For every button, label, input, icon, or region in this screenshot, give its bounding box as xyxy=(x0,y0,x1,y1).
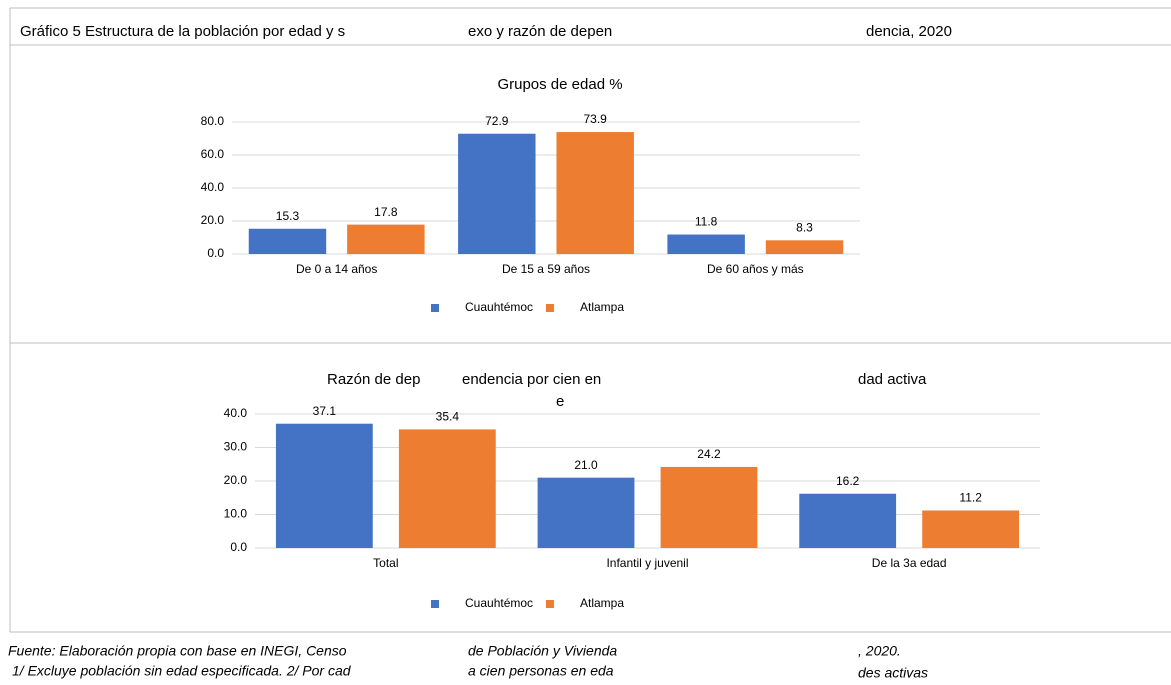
data-label: 35.4 xyxy=(436,410,460,424)
data-label: 17.8 xyxy=(374,205,398,219)
data-label: 11.8 xyxy=(695,215,718,229)
x-tick-label: Total xyxy=(373,556,398,570)
chart-title: e xyxy=(556,393,564,410)
x-tick-label: Infantil y juvenil xyxy=(606,556,688,570)
legend-label: Cuauhtémoc xyxy=(465,596,533,610)
data-label: 11.2 xyxy=(959,491,982,505)
bar xyxy=(398,429,496,548)
footnote: Fuente: Elaboración propia con base en I… xyxy=(8,643,347,659)
data-label: 37.1 xyxy=(313,404,337,418)
bar xyxy=(458,133,536,254)
y-tick-label: 20.0 xyxy=(201,213,225,227)
bar xyxy=(556,132,634,254)
title: Gráfico 5 Estructura de la población por… xyxy=(20,23,345,40)
bar xyxy=(660,466,758,548)
bar xyxy=(248,228,327,254)
data-label: 73.9 xyxy=(584,112,608,126)
frame xyxy=(9,7,1171,633)
chart-title: Grupos de edad % xyxy=(497,76,622,93)
legend-swatch xyxy=(431,600,439,608)
y-tick-label: 80.0 xyxy=(201,114,225,128)
y-tick-label: 30.0 xyxy=(224,440,248,454)
y-tick-label: 40.0 xyxy=(201,180,225,194)
bar xyxy=(537,477,635,548)
data-label: 21.0 xyxy=(574,458,598,472)
footnote: des activas xyxy=(858,665,928,680)
y-tick-label: 0.0 xyxy=(207,246,224,260)
footnote: de Población y Vivienda xyxy=(468,643,617,659)
data-label: 24.2 xyxy=(697,447,721,461)
legend-label: Cuauhtémoc xyxy=(465,300,533,314)
x-tick-label: De 60 años y más xyxy=(707,262,804,276)
y-tick-label: 20.0 xyxy=(224,473,248,487)
title: exo y razón de depen xyxy=(468,23,612,40)
y-tick-label: 10.0 xyxy=(224,507,248,521)
bar xyxy=(799,493,897,548)
chart-title: dad activa xyxy=(858,371,927,388)
bar xyxy=(922,510,1020,548)
y-tick-label: 60.0 xyxy=(201,147,225,161)
legend-swatch xyxy=(546,304,554,312)
x-tick-label: De 0 a 14 años xyxy=(296,262,377,276)
footnote: 1/ Excluye población sin edad especifica… xyxy=(12,663,352,679)
data-label: 8.3 xyxy=(796,220,813,234)
bar xyxy=(347,224,425,254)
bar xyxy=(765,240,844,254)
bar xyxy=(275,423,373,548)
legend-label: Atlampa xyxy=(580,300,624,314)
footnote: , 2020. xyxy=(858,643,901,659)
title: dencia, 2020 xyxy=(866,23,952,40)
legend-swatch xyxy=(431,304,439,312)
y-tick-label: 0.0 xyxy=(230,540,247,554)
footnote: a cien personas en eda xyxy=(468,663,614,679)
x-tick-label: De la 3a edad xyxy=(872,556,947,570)
chart-title: Razón de dep xyxy=(327,371,420,388)
x-tick-label: De 15 a 59 años xyxy=(502,262,590,276)
data-label: 16.2 xyxy=(836,474,860,488)
legend-swatch xyxy=(546,600,554,608)
legend-label: Atlampa xyxy=(580,596,624,610)
data-label: 15.3 xyxy=(276,209,300,223)
bar xyxy=(667,234,745,254)
chart-title: endencia por cien en xyxy=(462,371,601,388)
y-tick-label: 40.0 xyxy=(224,406,248,420)
data-label: 72.9 xyxy=(485,114,509,128)
